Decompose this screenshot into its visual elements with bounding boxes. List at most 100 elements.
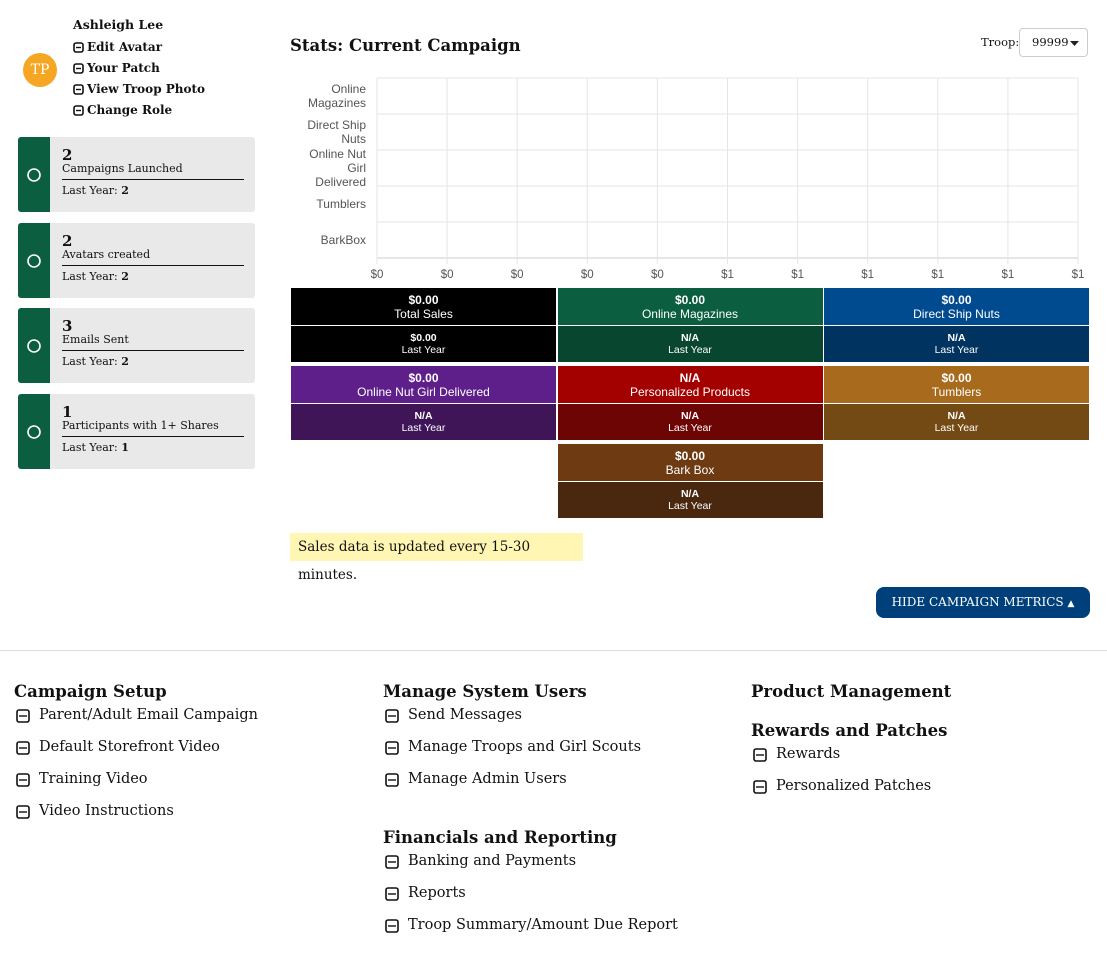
tile-label: Total Sales	[394, 306, 453, 321]
tile-label: Personalized Products	[629, 384, 751, 399]
menu-link[interactable]: View Troop Photo	[87, 82, 206, 96]
section-heading: Product Management	[751, 682, 952, 701]
icon	[16, 805, 30, 819]
icon	[73, 42, 84, 53]
tile-last-year-label: Last Year	[668, 344, 712, 356]
troop-label: Troop:	[981, 35, 1020, 49]
tile-last-year: $0.00 Last Year	[291, 325, 556, 362]
tile-last-year-value: N/A	[414, 410, 433, 422]
tile-last-year-label: Last Year	[934, 344, 979, 356]
hide-metrics-button[interactable]: HIDE CAMPAIGN METRICS ▲	[876, 587, 1090, 618]
icon	[16, 773, 30, 787]
troop-select[interactable]: 99999	[1019, 28, 1088, 57]
icon-shape	[73, 84, 84, 95]
last-year-label: Last Year:	[62, 441, 118, 454]
footer-link[interactable]: Troop Summary/Amount Due Report	[408, 917, 678, 933]
x-tick-label: $0	[440, 269, 454, 281]
tile-current: $0.00 Online Nut Girl Delivered	[291, 366, 556, 403]
x-tick-label: $0	[580, 269, 594, 281]
menu-link[interactable]: Your Patch	[87, 61, 160, 75]
y-tick-label: Direct Ship Nuts	[307, 118, 366, 146]
menu-link[interactable]: Edit Avatar	[87, 40, 163, 54]
icon	[753, 780, 767, 794]
stats-title: Stats: Current Campaign	[290, 36, 521, 55]
tile-label: Online Nut Girl Delivered	[357, 384, 490, 399]
icon	[16, 709, 30, 723]
tile-last-year: N/A Last Year	[557, 325, 823, 362]
card-strip	[18, 394, 50, 469]
tile-last-year-value: $0.00	[410, 332, 437, 344]
section-heading: Campaign Setup	[14, 682, 167, 701]
footer-link[interactable]: Reports	[408, 885, 466, 901]
menu-link[interactable]: Change Role	[87, 103, 173, 117]
stat-label: Emails Sent	[62, 333, 129, 346]
footer-link[interactable]: Default Storefront Video	[39, 739, 220, 755]
sales-tile: $0.00 Total Sales $0.00 Last Year	[291, 288, 556, 362]
stat-underline	[62, 436, 244, 437]
user-name: Ashleigh Lee	[73, 17, 164, 32]
tile-label: Tumblers	[931, 384, 982, 399]
tile-last-year-value: N/A	[947, 410, 966, 422]
card-icon	[27, 254, 41, 268]
sales-tile: $0.00 Tumblers N/A Last Year	[824, 366, 1089, 440]
tile-last-year-label: Last Year	[401, 344, 446, 356]
footer-link[interactable]: Training Video	[39, 771, 148, 787]
tile-current: $0.00 Total Sales	[291, 288, 556, 325]
tile-last-year-value: N/A	[947, 332, 966, 344]
icon-shape	[16, 741, 30, 755]
tile-value: $0.00	[941, 292, 972, 307]
last-year: Last Year: 2	[62, 184, 129, 197]
icon-shape	[385, 773, 399, 787]
tile-current: N/A Personalized Products	[557, 366, 823, 403]
icon	[385, 919, 399, 933]
section-heading: Rewards and Patches	[751, 721, 948, 740]
last-year-value: 1	[121, 441, 129, 454]
stat-underline	[62, 265, 244, 266]
stat-card: 3 Emails Sent Last Year: 2	[18, 308, 255, 383]
icon-shape	[753, 780, 767, 794]
footer-link[interactable]: Send Messages	[408, 707, 523, 723]
icon-shape	[73, 105, 84, 116]
troop-value: 99999	[1032, 35, 1069, 49]
stat-underline	[62, 179, 244, 180]
sales-tile: $0.00 Online Magazines N/A Last Year	[557, 288, 823, 362]
icon	[73, 84, 84, 95]
tile-last-year-label: Last Year	[934, 422, 979, 434]
tile-last-year-label: Last Year	[668, 422, 712, 434]
button-label: HIDE CAMPAIGN METRICS	[891, 595, 1064, 609]
stat-label: Campaigns Launched	[62, 162, 183, 175]
footer-link[interactable]: Banking and Payments	[408, 853, 577, 869]
avatar[interactable]: TP	[23, 53, 57, 87]
icon	[16, 741, 30, 755]
icon-shape	[385, 741, 399, 755]
footer-link[interactable]: Parent/Adult Email Campaign	[39, 707, 259, 723]
icon-shape	[16, 805, 30, 819]
last-year: Last Year: 2	[62, 270, 129, 283]
icon	[73, 105, 84, 116]
tile-last-year: N/A Last Year	[557, 403, 823, 440]
card-icon	[27, 168, 41, 182]
footer-link[interactable]: Manage Admin Users	[408, 771, 567, 787]
tile-current: $0.00 Direct Ship Nuts	[824, 288, 1089, 325]
tile-last-year-value: N/A	[680, 410, 700, 422]
icon-shape	[27, 168, 41, 182]
footer-link[interactable]: Video Instructions	[39, 803, 174, 819]
stat-underline	[62, 350, 244, 351]
footer-link[interactable]: Personalized Patches	[776, 778, 932, 794]
stat-value: 2	[62, 232, 73, 250]
icon-shape	[385, 919, 399, 933]
last-year: Last Year: 2	[62, 355, 129, 368]
footer-link[interactable]: Rewards	[776, 746, 841, 762]
icon-shape	[27, 339, 41, 353]
stat-value: 1	[62, 403, 73, 421]
icon-shape	[73, 63, 84, 74]
sales-tile: $0.00 Online Nut Girl Delivered N/A Last Ye…	[291, 366, 556, 440]
last-year-label: Last Year:	[62, 355, 118, 368]
icon-shape	[385, 709, 399, 723]
icon-shape	[16, 709, 30, 723]
stat-card: 2 Avatars created Last Year: 2	[18, 223, 255, 298]
icon	[385, 709, 399, 723]
footer-link[interactable]: Manage Troops and Girl Scouts	[408, 739, 642, 755]
card-icon	[27, 425, 41, 439]
